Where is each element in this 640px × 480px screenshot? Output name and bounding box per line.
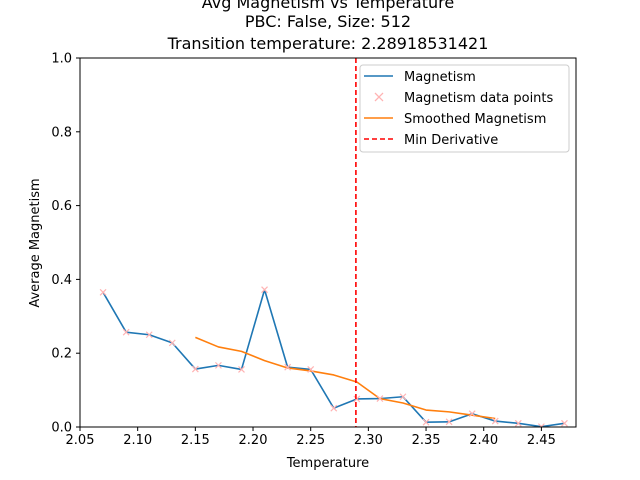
data-point-marker — [561, 419, 568, 427]
title-line-2: PBC: False, Size: 512 — [245, 12, 411, 31]
data-point-marker — [422, 418, 430, 426]
legend: Magnetism Magnetism data points Smoothed… — [359, 64, 570, 153]
x-tick-label: 2.15 — [181, 433, 210, 448]
data-point-marker — [238, 366, 245, 373]
y-tick-label: 0.2 — [51, 347, 72, 362]
data-point-marker — [399, 393, 407, 401]
legend-swatch-data-points — [374, 92, 384, 102]
legend-label-magnetism: Magnetism — [404, 70, 476, 85]
x-tick-label: 2.10 — [123, 433, 152, 448]
y-axis-ticks: 0.0 0.2 0.4 0.6 0.8 1.0 — [51, 52, 80, 436]
y-tick-label: 0.4 — [51, 273, 72, 288]
data-point-marker — [122, 328, 130, 336]
data-point-marker — [191, 365, 199, 373]
data-point-marker — [145, 331, 153, 339]
y-tick-label: 1.0 — [51, 52, 72, 67]
series-line-smoothed-magnetism — [195, 336, 496, 420]
data-point-marker — [168, 339, 176, 347]
y-tick-label: 0.0 — [51, 421, 72, 436]
x-tick-label: 2.35 — [412, 433, 441, 448]
x-tick-label: 2.45 — [527, 433, 556, 448]
data-point-marker — [307, 366, 315, 373]
chart-title: Avg Magnetism vs Temperature PBC: False,… — [167, 0, 489, 53]
data-point-marker — [99, 288, 107, 296]
legend-label-min-derivative: Min Derivative — [404, 133, 498, 148]
x-axis-label: Temperature — [286, 456, 369, 471]
x-tick-label: 2.05 — [66, 433, 95, 448]
data-point-marker — [261, 286, 268, 294]
data-point-marker — [376, 395, 384, 403]
legend-box — [359, 64, 570, 153]
x-axis-ticks: 2.05 2.10 2.15 2.20 2.25 2.30 2.35 2.40 2.45 — [66, 427, 556, 448]
x-tick-label: 2.20 — [239, 433, 268, 448]
data-point-marker — [468, 410, 476, 418]
data-point-marker — [353, 395, 361, 403]
legend-label-data-points: Magnetism data points — [404, 91, 554, 106]
data-point-marker — [284, 363, 292, 371]
legend-label-smoothed: Smoothed Magnetism — [404, 112, 546, 127]
title-line-1: Avg Magnetism vs Temperature — [202, 0, 454, 12]
series-line-magnetism — [102, 288, 565, 427]
plot-marks — [99, 58, 568, 427]
x-tick-label: 2.25 — [296, 433, 325, 448]
y-axis-label: Average Magnetism — [28, 178, 43, 307]
data-point-marker — [214, 361, 222, 369]
data-point-marker — [330, 404, 338, 412]
plot-frame — [79, 57, 577, 428]
data-point-marker — [491, 417, 499, 425]
data-point-marker — [445, 418, 453, 426]
data-point-marker — [514, 419, 522, 427]
y-tick-label: 0.6 — [51, 199, 72, 214]
title-line-3: Transition temperature: 2.28918531421 — [167, 34, 489, 53]
y-tick-label: 0.8 — [51, 125, 72, 140]
x-tick-label: 2.40 — [469, 433, 498, 448]
x-tick-label: 2.30 — [354, 433, 383, 448]
